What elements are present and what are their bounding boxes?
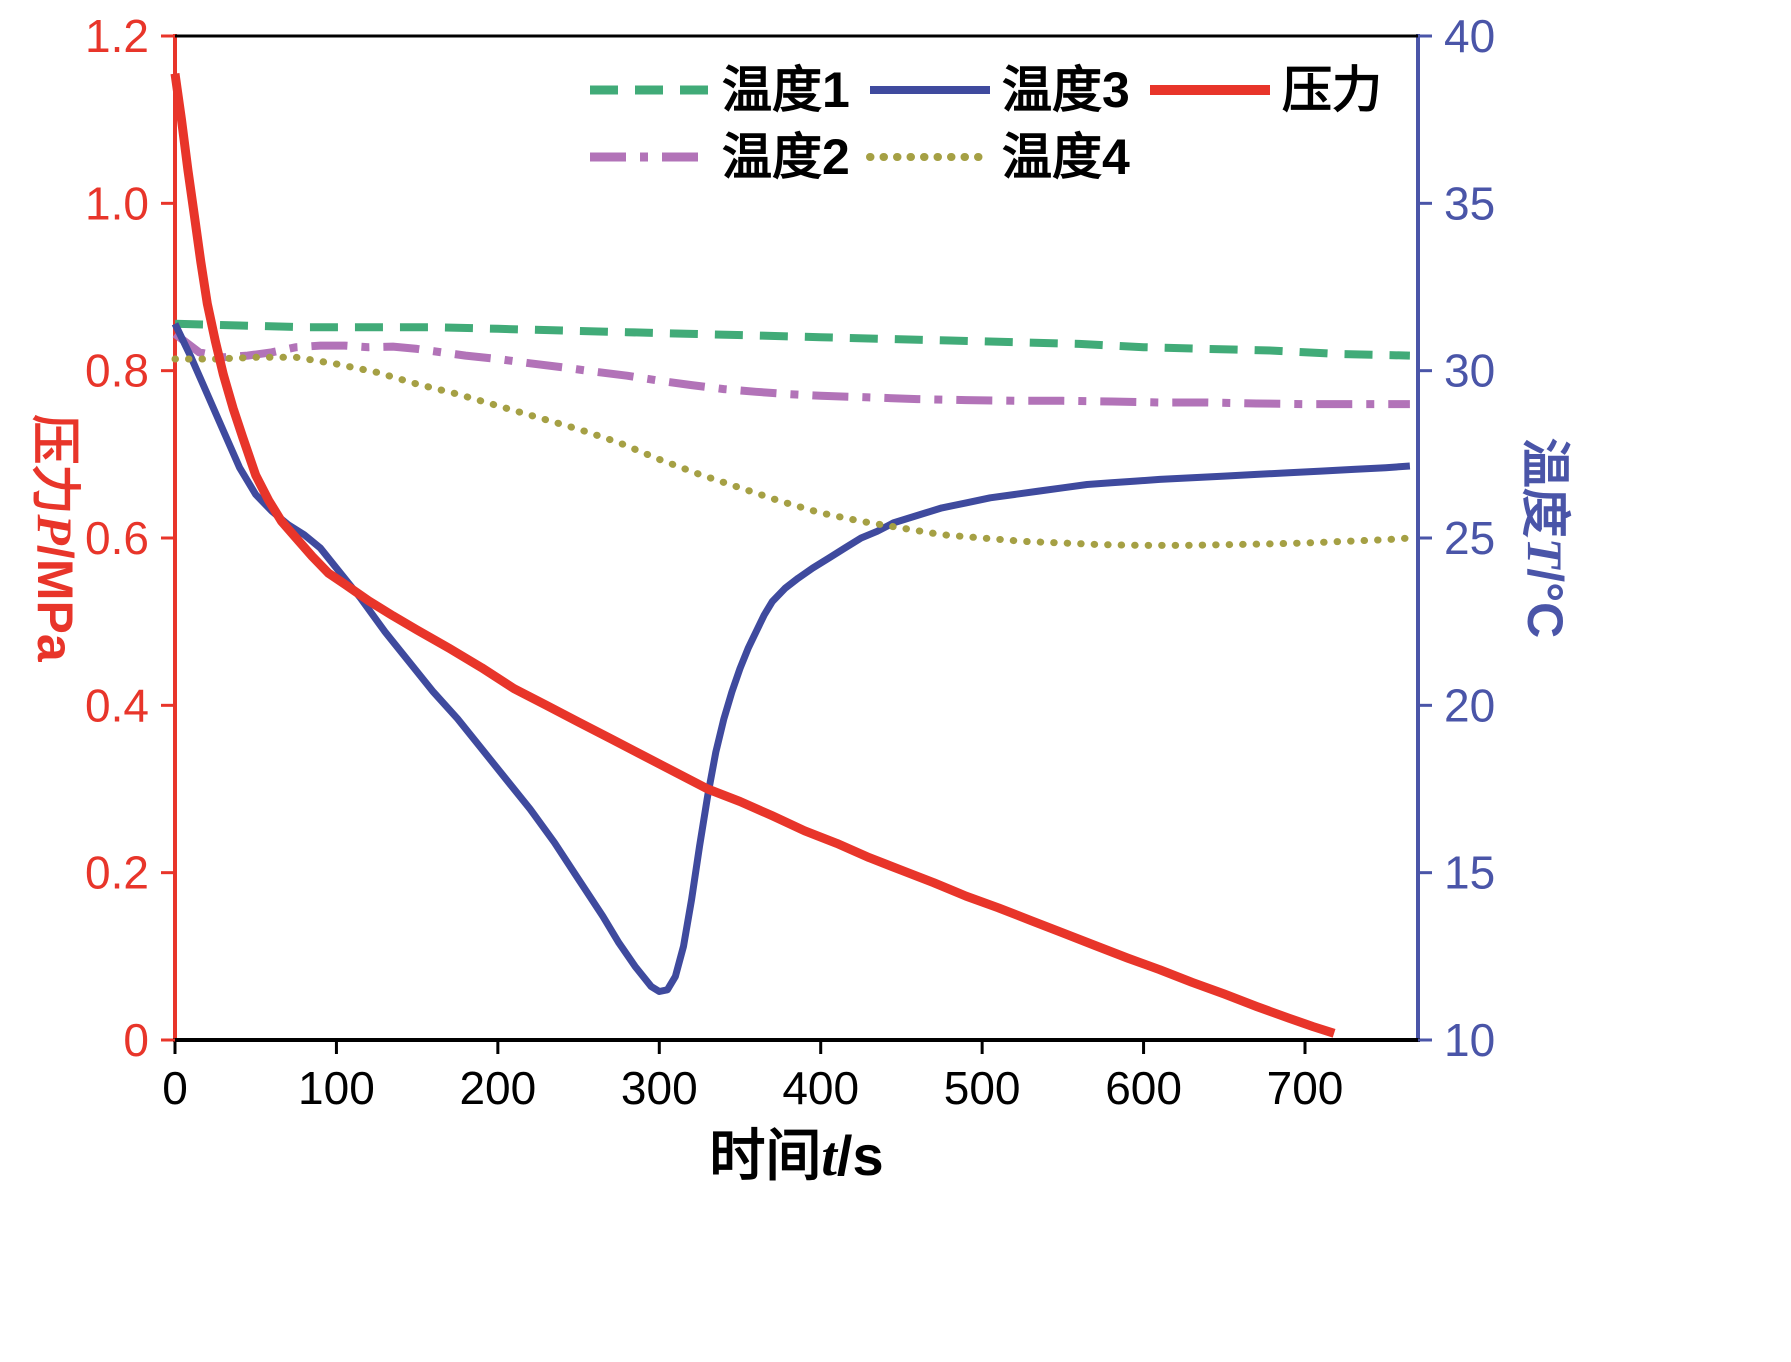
x-tick-label: 300: [621, 1062, 698, 1114]
series-line-3: [171, 322, 1411, 995]
legend-label-5: 压力: [1282, 62, 1382, 118]
y-right-tick-label: 25: [1444, 512, 1495, 564]
y-axis-right-title: 温度T/°C: [1517, 438, 1573, 639]
y-right-tick-label: 40: [1444, 10, 1495, 62]
y-left-tick-label: 0.2: [85, 847, 149, 899]
y-left-tick-label: 0: [123, 1014, 149, 1066]
series-line-5: [170, 72, 1336, 1038]
legend-item-2: 温度2: [590, 129, 850, 185]
legend-label-1: 温度1: [722, 62, 850, 118]
y-right-tick-label: 10: [1444, 1014, 1495, 1066]
series-line-2: [172, 330, 1410, 409]
y-axis-left-title: 压力P/MPa: [27, 414, 83, 662]
x-tick-label: 600: [1105, 1062, 1182, 1114]
y-left-tick-label: 0.4: [85, 679, 149, 731]
x-axis: 0 100 200 300 400 500 600 700: [162, 1040, 1343, 1114]
y-right-tick-label: 15: [1444, 847, 1495, 899]
x-tick-label: 400: [782, 1062, 859, 1114]
legend-item-5: 压力: [1150, 62, 1382, 118]
y-axis-left: 0 0.2 0.4 0.6 0.8 1.0 1.2: [85, 10, 175, 1066]
y-right-tick-label: 30: [1444, 345, 1495, 397]
legend-item-1: 温度1: [590, 62, 850, 118]
legend-label-2: 温度2: [722, 129, 850, 185]
y-left-tick-label: 1.0: [85, 177, 149, 229]
y-right-tick-label: 35: [1444, 177, 1495, 229]
legend-item-3: 温度3: [870, 62, 1130, 118]
y-right-tick-label: 20: [1444, 679, 1495, 731]
x-tick-label: 0: [162, 1062, 188, 1114]
y-left-tick-label: 1.2: [85, 10, 149, 62]
series-line-1: [174, 319, 1410, 360]
legend-item-4: 温度4: [866, 129, 1130, 185]
series-group: [170, 72, 1414, 1038]
plot-frame: [173, 34, 1420, 1042]
y-axis-right: 10 15 20 25 30 35 40: [1418, 10, 1495, 1066]
legend-label-3: 温度3: [1002, 62, 1130, 118]
x-tick-label: 700: [1267, 1062, 1344, 1114]
series-line-4: [171, 353, 1414, 549]
x-tick-label: 200: [459, 1062, 536, 1114]
y-left-tick-label: 0.8: [85, 345, 149, 397]
legend-label-4: 温度4: [1002, 129, 1130, 185]
x-tick-label: 100: [298, 1062, 375, 1114]
y-left-tick-label: 0.6: [85, 512, 149, 564]
x-axis-title: 时间t/s: [709, 1124, 883, 1188]
x-tick-label: 500: [944, 1062, 1021, 1114]
